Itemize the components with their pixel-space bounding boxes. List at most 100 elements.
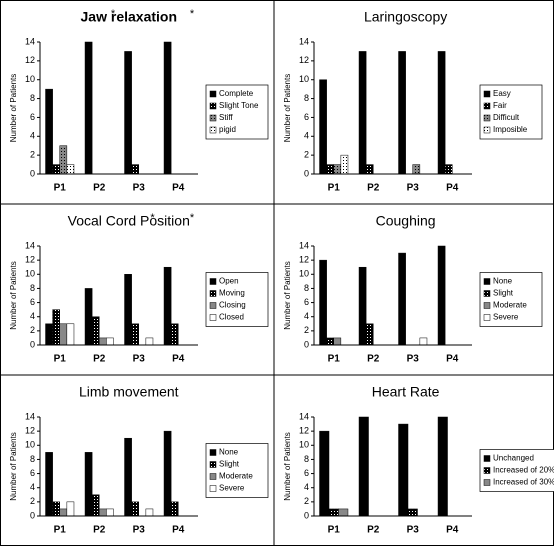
bar bbox=[319, 259, 327, 346]
legend-swatch bbox=[209, 126, 217, 134]
y-tick-label: 0 bbox=[30, 339, 35, 349]
bar bbox=[326, 164, 335, 175]
bar bbox=[124, 51, 132, 175]
legend bbox=[479, 272, 543, 327]
y-tick-label: 10 bbox=[299, 74, 309, 84]
y-tick-label: 6 bbox=[304, 468, 309, 478]
y-tick-label: 14 bbox=[299, 240, 309, 250]
y-axis-label: Number of Patients bbox=[9, 432, 18, 500]
x-tick-label: P2 bbox=[367, 354, 380, 365]
legend bbox=[205, 84, 269, 140]
bar bbox=[84, 41, 93, 175]
bar bbox=[52, 164, 60, 175]
legend-swatch bbox=[483, 102, 491, 110]
y-tick-label: 6 bbox=[30, 112, 35, 122]
legend-swatch bbox=[209, 449, 217, 456]
bar bbox=[106, 337, 114, 346]
legend-swatch bbox=[483, 278, 491, 285]
legend-label: pigid bbox=[219, 125, 236, 134]
bar bbox=[333, 164, 342, 175]
x-tick-label: P4 bbox=[172, 525, 185, 536]
bar bbox=[131, 164, 139, 175]
bar bbox=[131, 323, 139, 346]
bar bbox=[163, 430, 172, 517]
x-tick-label: P2 bbox=[93, 354, 106, 365]
y-axis-label: Number of Patients bbox=[283, 432, 292, 500]
y-tick-label: 0 bbox=[304, 168, 309, 178]
legend-label: Increased of 30% bbox=[493, 478, 554, 487]
legend-label: Slight bbox=[219, 460, 240, 469]
bar bbox=[437, 51, 446, 175]
chart-panel: Heart Rate Number of Patients 0 2 4 6 8 10 12 14 P… bbox=[283, 384, 554, 536]
y-axis-label: Number of Patients bbox=[283, 74, 292, 142]
legend-label: Severe bbox=[493, 313, 519, 322]
bar bbox=[333, 337, 342, 346]
legend bbox=[205, 443, 269, 498]
y-tick-label: 12 bbox=[25, 55, 35, 65]
legend-swatch bbox=[483, 479, 491, 486]
y-tick-label: 8 bbox=[304, 283, 309, 293]
bar bbox=[124, 437, 132, 517]
x-tick-label: P3 bbox=[133, 354, 146, 365]
x-tick-label: P2 bbox=[93, 525, 106, 536]
y-axis-label: Number of Patients bbox=[9, 261, 18, 329]
y-tick-label: 12 bbox=[25, 255, 35, 265]
x-tick-label: P1 bbox=[54, 354, 67, 365]
x-tick-label: P4 bbox=[172, 183, 185, 194]
y-tick-label: 6 bbox=[30, 297, 35, 307]
bar bbox=[412, 164, 421, 175]
legend-label: Imposible bbox=[493, 125, 528, 134]
y-axis-label: Number of Patients bbox=[9, 74, 18, 142]
chart-panel: Coughing Number of Patients 0 2 4 6 8 10 12 14 P1 P… bbox=[283, 213, 543, 365]
legend-swatch bbox=[209, 290, 217, 297]
legend-label: Moving bbox=[219, 289, 245, 298]
legend-label: Fair bbox=[493, 101, 507, 110]
legend-swatch bbox=[483, 126, 491, 134]
y-tick-label: 6 bbox=[30, 468, 35, 478]
y-tick-label: 10 bbox=[25, 269, 35, 279]
bar bbox=[407, 508, 418, 517]
legend-label: Moderate bbox=[219, 472, 253, 481]
bar bbox=[398, 252, 406, 346]
y-tick-label: 4 bbox=[30, 131, 35, 141]
y-tick-label: 12 bbox=[299, 255, 309, 265]
y-tick-label: 8 bbox=[304, 93, 309, 103]
legend-swatch bbox=[209, 90, 217, 98]
y-tick-label: 4 bbox=[304, 131, 309, 141]
legend-swatch bbox=[483, 114, 491, 122]
legend bbox=[479, 449, 554, 492]
x-tick-label: P2 bbox=[93, 183, 106, 194]
y-tick-label: 2 bbox=[30, 496, 35, 506]
x-tick-label: P1 bbox=[328, 354, 341, 365]
bar bbox=[124, 274, 132, 346]
bar bbox=[59, 508, 68, 517]
bar bbox=[59, 323, 68, 346]
y-tick-label: 10 bbox=[299, 269, 309, 279]
chart-panel: Vocal Cord Position Number of Patients 0 2 4… bbox=[9, 212, 269, 365]
y-tick-label: 10 bbox=[25, 74, 35, 84]
bar bbox=[66, 323, 75, 346]
bar bbox=[340, 154, 349, 175]
y-tick-label: 4 bbox=[304, 482, 309, 492]
bar bbox=[398, 423, 409, 517]
y-tick-label: 2 bbox=[304, 150, 309, 160]
legend-label: None bbox=[493, 277, 513, 286]
x-tick-label: P2 bbox=[367, 525, 380, 536]
bar bbox=[365, 323, 374, 346]
x-tick-label: P3 bbox=[407, 183, 420, 194]
x-tick-label: P3 bbox=[407, 525, 420, 536]
chart-title: Coughing bbox=[376, 213, 436, 229]
y-tick-label: 0 bbox=[304, 339, 309, 349]
bar bbox=[45, 88, 53, 175]
legend-swatch bbox=[209, 114, 217, 122]
y-tick-label: 14 bbox=[299, 36, 309, 46]
legend-swatch bbox=[209, 314, 217, 321]
legend-swatch bbox=[483, 455, 491, 462]
chart-title: Jaw relaxation bbox=[81, 9, 178, 25]
y-tick-label: 14 bbox=[25, 240, 35, 250]
legend-swatch bbox=[209, 473, 217, 480]
chart-panel: Laringoscopy Number of Patients 0 2 4 6 8 10 12 1… bbox=[283, 9, 543, 194]
bar bbox=[338, 508, 349, 517]
chart-title: Vocal Cord Position bbox=[68, 213, 190, 229]
legend-label: None bbox=[219, 448, 239, 457]
